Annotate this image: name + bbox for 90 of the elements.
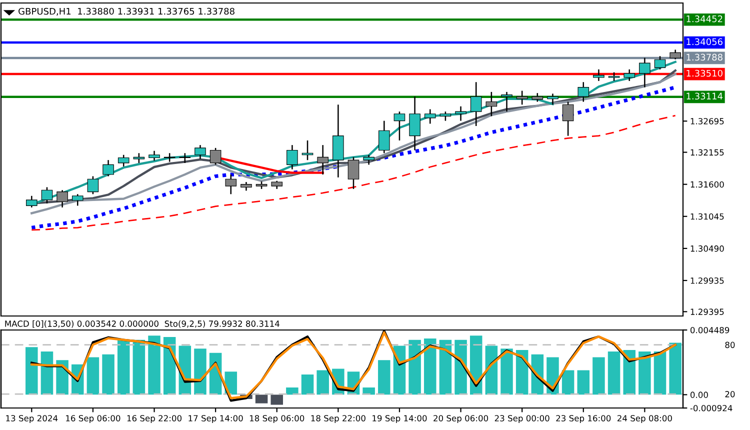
bar <box>194 348 206 395</box>
candlestick <box>470 81 482 127</box>
x-tick-label: 16 Sep 22:00 <box>127 415 182 424</box>
y-tick-label: 0.004489 <box>690 326 730 334</box>
x-tick-label: 23 Sep 16:00 <box>556 415 611 424</box>
candlestick <box>179 152 191 164</box>
candlestick <box>455 106 466 122</box>
y-tick-label: 1.30490 <box>690 245 724 252</box>
candlestick <box>148 150 160 162</box>
bar <box>86 357 100 395</box>
y2-tick-label: 80 <box>725 342 735 348</box>
bar <box>316 370 329 395</box>
candlestick <box>578 81 590 102</box>
candlestick <box>639 57 650 88</box>
candlestick <box>363 154 374 166</box>
candlestick <box>87 176 99 195</box>
y-tick-label: 1.29935 <box>690 277 724 284</box>
candlestick <box>102 159 114 177</box>
bar <box>132 340 146 395</box>
ref-line-label: 1.33510 <box>686 70 722 77</box>
bar <box>408 340 421 395</box>
candlestick <box>547 93 558 106</box>
candlestick <box>210 147 222 166</box>
candlestick <box>348 156 360 190</box>
ref-line-label: 1.33114 <box>686 92 723 100</box>
bar <box>301 374 314 395</box>
y-tick-label: 1.32695 <box>690 118 724 124</box>
bar <box>439 340 452 395</box>
bar <box>562 370 574 395</box>
x-tick-label: 18 Sep 22:00 <box>311 415 366 424</box>
candlestick <box>118 154 130 168</box>
candlestick <box>194 144 206 160</box>
x-tick-label: 13 Sep 2024 <box>6 415 58 424</box>
candlestick <box>286 144 298 170</box>
ref-line-label: 1.33788 <box>686 54 722 61</box>
bar <box>286 387 298 395</box>
ref-line-label: 1.34452 <box>686 15 722 22</box>
candlestick <box>424 108 436 124</box>
bar <box>654 351 666 395</box>
bar <box>117 340 130 395</box>
y2-tick-label: 20 <box>725 391 735 398</box>
candlestick <box>133 152 145 164</box>
candlestick <box>26 195 38 208</box>
x-tick-label: 23 Sep 00:00 <box>494 415 550 424</box>
bar <box>378 360 390 395</box>
candlestick <box>593 68 604 82</box>
candlestick <box>501 91 512 112</box>
candlestick <box>562 101 574 136</box>
candlestick <box>624 68 636 82</box>
y-tick-label: 0.00 <box>690 392 708 398</box>
bar <box>592 357 605 395</box>
chart-title: MACD [0](13,50) 0.003542 0.000000 Sto(9,2,5) 79.9932 80.3114 <box>5 320 280 328</box>
y-tick-label: -0.000924 <box>690 404 732 412</box>
candlestick <box>317 144 328 176</box>
line-series <box>30 114 676 231</box>
y-tick-label: 1.31600 <box>690 181 724 188</box>
candlestick <box>378 120 390 154</box>
x-tick-label: 20 Sep 06:00 <box>434 415 488 424</box>
bar <box>26 347 38 395</box>
bar <box>102 354 114 395</box>
x-tick-label: 19 Sep 14:00 <box>372 415 427 424</box>
bar <box>270 394 283 405</box>
bar <box>255 394 268 404</box>
bar <box>608 351 620 395</box>
bar <box>577 370 590 395</box>
y-tick-label: 1.32155 <box>690 149 724 156</box>
candlestick <box>225 174 237 195</box>
bar <box>424 338 436 395</box>
candlestick <box>41 186 53 204</box>
candlestick <box>72 194 84 206</box>
x-tick-label: 24 Sep 08:00 <box>617 415 672 424</box>
ref-line-label: 1.34056 <box>686 38 722 46</box>
candlestick <box>394 110 406 142</box>
y-tick-label: 1.29395 <box>690 308 724 315</box>
x-tick-label: 17 Sep 14:00 <box>188 415 243 424</box>
candlestick <box>486 91 498 117</box>
candlestick <box>56 189 68 208</box>
x-tick-label: 18 Sep 06:00 <box>250 415 304 424</box>
candlestick <box>654 56 666 70</box>
candlestick <box>516 90 528 106</box>
chart-title: GBPUSD,H1 1.33880 1.33931 1.33765 1.33788 <box>18 8 234 16</box>
bar <box>669 342 682 395</box>
bar <box>500 348 513 395</box>
bar <box>638 351 651 395</box>
bar <box>362 387 375 395</box>
candlestick <box>440 110 452 122</box>
y-tick-label: 1.31045 <box>690 213 724 220</box>
bar <box>148 336 160 395</box>
x-tick-label: 16 Sep 06:00 <box>66 415 120 424</box>
candlestick <box>409 96 420 151</box>
